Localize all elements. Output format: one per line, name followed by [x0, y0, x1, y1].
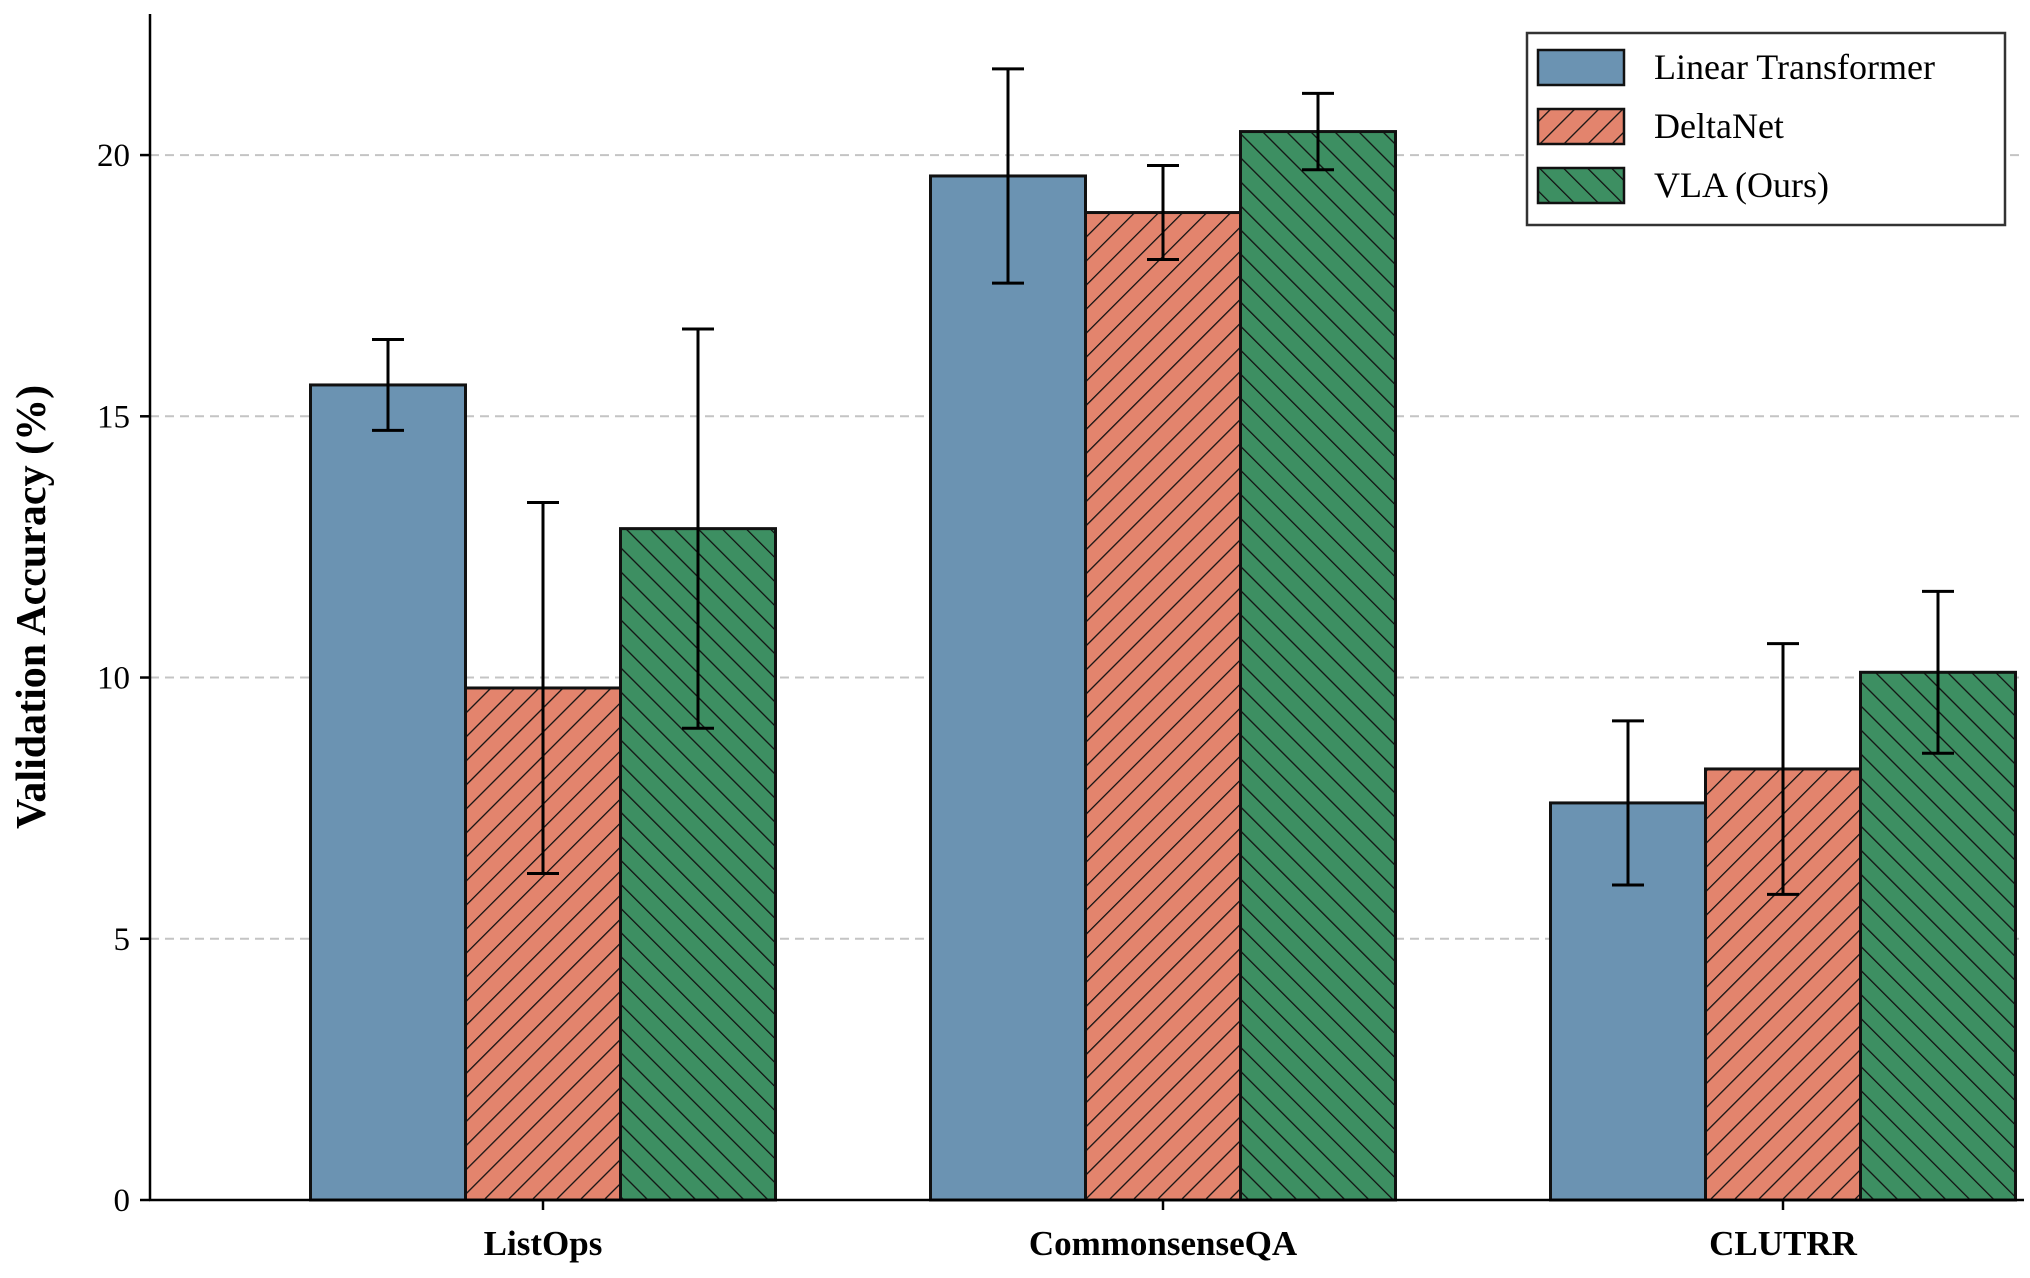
- y-tick-label-0: 0: [114, 1183, 131, 1219]
- legend-swatch-linear-transformer: [1538, 50, 1624, 85]
- y-tick-label-5: 5: [114, 922, 131, 958]
- ticks: 0 5 10 15 20 ListOps CommonsenseQA CLUTRR: [97, 138, 1858, 1263]
- bar-linear-transformer-commonsenseqa: [930, 175, 1086, 1201]
- y-axis-title: Validation Accuracy (%): [9, 385, 55, 829]
- legend-swatch-outline-deltanet: [1536, 107, 1626, 146]
- x-tick-label-commonsenseqa: CommonsenseQA: [1029, 1224, 1298, 1263]
- error-bars: [372, 67, 1954, 896]
- legend: Linear Transformer DeltaNet VLA (Ours): [1525, 31, 2007, 227]
- legend-swatch-hatch-deltanet: [1538, 109, 1624, 144]
- bar-linear-transformer-listops: [310, 384, 466, 1200]
- axes: [148, 14, 2024, 1202]
- bar-hatch-vla-ours-clutrr: [1860, 672, 2016, 1200]
- legend-label-vla-ours: VLA (Ours): [1654, 165, 1829, 205]
- bar-hatch-vla-ours-commonsenseqa: [1240, 131, 1396, 1201]
- legend-label-linear-transformer: Linear Transformer: [1654, 47, 1935, 87]
- x-tick-label-listops: ListOps: [484, 1224, 603, 1263]
- y-tick-label-20: 20: [97, 138, 130, 174]
- bar-hatch-deltanet-commonsenseqa: [1085, 212, 1241, 1200]
- legend-swatch-outline-linear-transformer: [1536, 48, 1626, 87]
- legend-label-deltanet: DeltaNet: [1654, 106, 1784, 146]
- y-tick-label-15: 15: [97, 399, 130, 435]
- legend-swatch-outline-vla-ours: [1536, 166, 1626, 205]
- legend-swatch-hatch-vla-ours: [1538, 168, 1624, 203]
- y-tick-label-10: 10: [97, 661, 130, 697]
- x-tick-label-clutrr: CLUTRR: [1709, 1224, 1858, 1263]
- bars: [309, 130, 2017, 1202]
